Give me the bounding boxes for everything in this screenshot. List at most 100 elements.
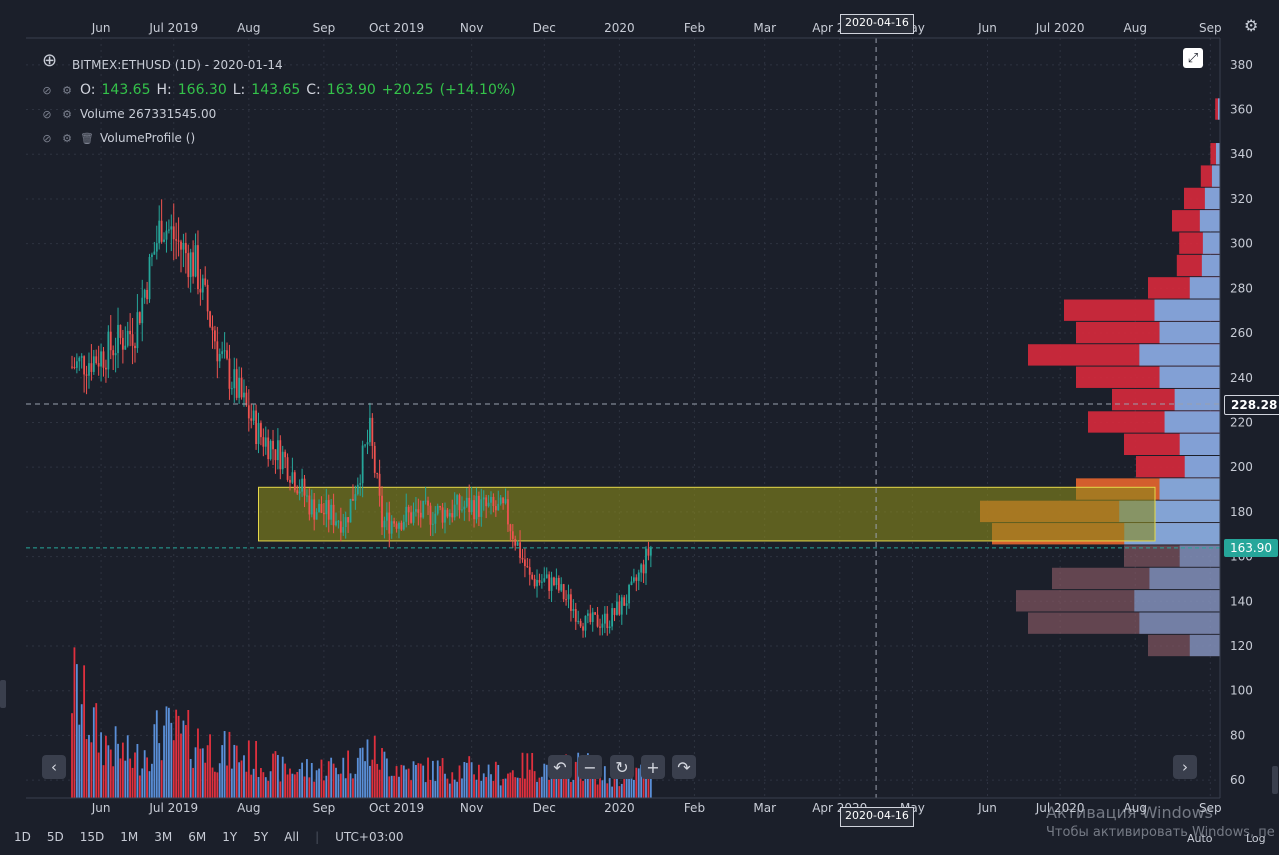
volume-bar — [516, 777, 519, 798]
candle-body — [608, 626, 611, 629]
gear-icon[interactable]: ⚙ — [1244, 16, 1259, 35]
volume-bar — [226, 765, 228, 798]
right-panel-handle[interactable] — [1272, 766, 1278, 794]
volume-bar — [92, 707, 95, 798]
candle-body — [572, 609, 575, 611]
candle-body — [393, 521, 396, 524]
candle-body — [201, 278, 204, 293]
candle-body — [645, 548, 647, 574]
candle-body — [97, 363, 100, 367]
candle-body — [540, 581, 543, 583]
range-button[interactable]: 5D — [46, 830, 64, 844]
candle-body — [204, 278, 207, 285]
trash-icon[interactable]: 🗑 — [80, 131, 94, 145]
time-tick-label: Sep — [1199, 801, 1222, 815]
windows-activation-title: Активация Windows — [1046, 803, 1213, 822]
time-tick-label: Feb — [684, 801, 705, 815]
volume-bar — [366, 739, 369, 798]
volume-bar — [131, 767, 134, 798]
candle-body — [73, 366, 76, 368]
volume-bar — [608, 778, 611, 798]
volume-bar — [264, 777, 267, 798]
candle-body — [78, 357, 81, 362]
volume-bar — [301, 762, 303, 798]
candle-body — [272, 440, 274, 450]
eye-off-icon[interactable]: ⊘ — [42, 107, 52, 121]
eye-off-icon[interactable]: ⊘ — [42, 131, 52, 145]
left-panel-handle[interactable] — [0, 680, 6, 708]
range-button[interactable]: 1M — [120, 830, 139, 844]
candle-body — [419, 512, 422, 518]
candle-body — [141, 297, 144, 324]
candle-body — [279, 440, 282, 470]
volume-bar — [429, 779, 432, 798]
volume-bar — [180, 733, 182, 798]
candle-body — [206, 284, 209, 312]
candle-body — [405, 506, 408, 522]
volume-bar — [444, 773, 446, 798]
redo-button[interactable]: ↷ — [672, 755, 696, 779]
volume-bar — [446, 778, 449, 798]
range-button[interactable]: 1D — [14, 830, 31, 844]
candle-body — [477, 495, 480, 517]
volume-bar — [509, 772, 512, 798]
zoom-in-icon[interactable]: ⊕ — [42, 50, 58, 71]
cog-icon[interactable]: ⚙ — [62, 83, 72, 97]
candle-body — [620, 597, 623, 615]
range-button[interactable]: 15D — [79, 830, 105, 844]
zoom-in-button[interactable]: + — [641, 755, 665, 779]
volume-bar — [114, 726, 117, 798]
cog-icon[interactable]: ⚙ — [62, 131, 72, 145]
volume-bar — [504, 778, 507, 798]
range-button[interactable]: 3M — [154, 830, 173, 844]
price-axis[interactable]: 6080100120140160180200220240260280300320… — [1230, 58, 1253, 787]
volume-bars — [71, 647, 652, 798]
reset-button[interactable]: ↻ — [610, 755, 634, 779]
timezone-button[interactable]: UTC+03:00 — [335, 830, 404, 844]
candle-body — [303, 478, 306, 496]
range-button[interactable]: 6M — [188, 830, 207, 844]
eye-off-icon[interactable]: ⊘ — [42, 83, 52, 97]
volume-bar — [344, 778, 347, 798]
time-tick-label: 2020 — [604, 21, 635, 35]
volume-bar — [322, 780, 325, 798]
expand-icon[interactable]: ⤢ — [1183, 48, 1203, 68]
volume-bar — [560, 760, 563, 798]
candle-body — [429, 505, 432, 525]
candle-body — [507, 499, 509, 525]
candle-body — [129, 330, 132, 335]
volume-bar — [223, 731, 226, 798]
candle-body — [71, 366, 73, 368]
volume-bar — [269, 771, 272, 798]
price-tick-label: 280 — [1230, 281, 1253, 295]
volume-bar — [584, 774, 587, 798]
price-tick-label: 180 — [1230, 505, 1253, 519]
candle-body — [511, 531, 514, 539]
scroll-right-button[interactable]: › — [1173, 755, 1197, 779]
candle-body — [318, 503, 320, 513]
auto-scale-button[interactable]: Auto — [1187, 832, 1213, 845]
highlight-zone[interactable] — [258, 486, 1156, 542]
candle-body — [276, 440, 279, 461]
candle-body — [528, 567, 531, 575]
candle-body — [635, 577, 638, 581]
zoom-out-button[interactable]: − — [578, 755, 602, 779]
candle-body — [487, 502, 490, 507]
log-scale-button[interactable]: Log — [1246, 832, 1266, 845]
candle-body — [490, 496, 492, 503]
undo-button[interactable]: ↶ — [548, 755, 572, 779]
candle-body — [289, 479, 291, 483]
profile-bar-buy — [1149, 567, 1220, 590]
range-button[interactable]: All — [284, 830, 300, 844]
cog-icon[interactable]: ⚙ — [62, 107, 72, 121]
time-tick-label: Aug — [237, 801, 260, 815]
candle-body — [95, 356, 98, 364]
candle-body — [221, 351, 224, 354]
scroll-left-button[interactable]: ‹ — [42, 755, 66, 779]
range-button[interactable]: 5Y — [253, 830, 269, 844]
range-button[interactable]: 1Y — [222, 830, 238, 844]
candle-body — [531, 574, 534, 579]
candle-body — [151, 254, 153, 257]
candle-body — [526, 566, 529, 568]
